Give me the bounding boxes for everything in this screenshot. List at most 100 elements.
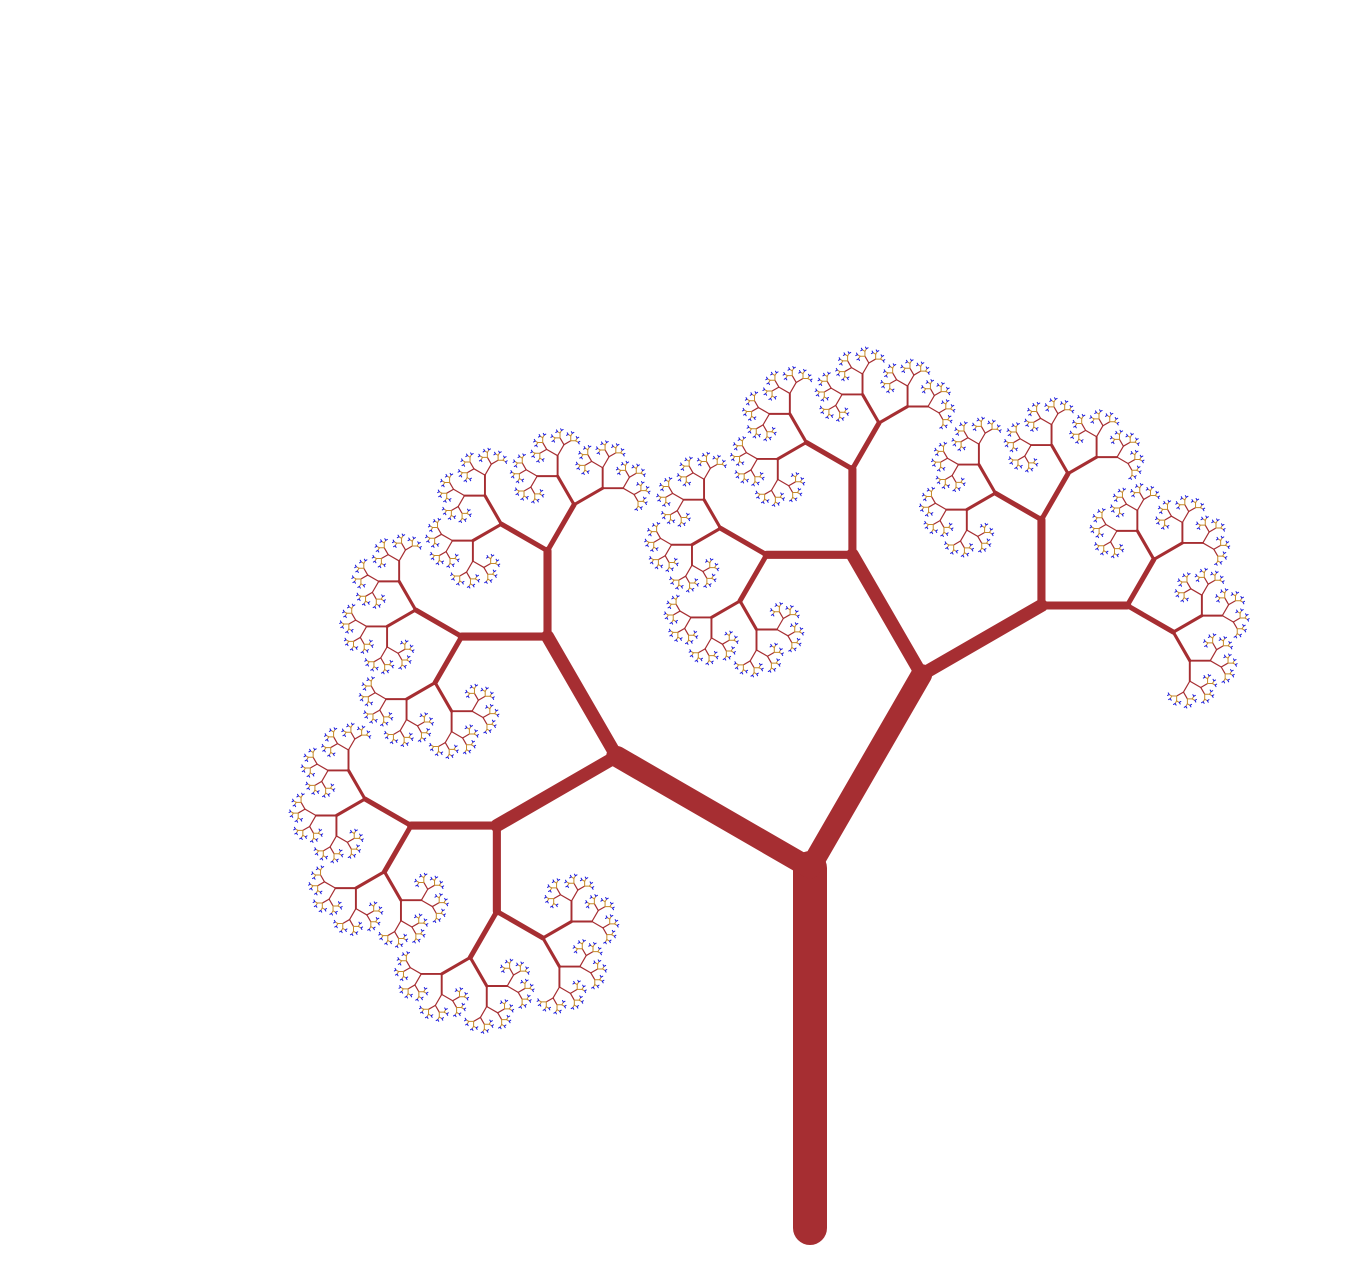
twig <box>360 583 365 586</box>
tree-branch <box>479 1005 488 1019</box>
leaf-twig <box>936 481 940 484</box>
leaf-twig <box>513 465 517 468</box>
leaf-twig <box>1211 519 1214 523</box>
leaf-twig <box>649 556 652 559</box>
leaf-twig <box>987 539 991 542</box>
tree-branch <box>585 951 594 957</box>
twig <box>338 853 343 856</box>
twig <box>402 935 406 939</box>
twig <box>362 648 365 653</box>
twig <box>714 567 718 570</box>
twig <box>730 650 735 654</box>
twig <box>466 455 471 458</box>
leaf-twig <box>766 500 769 503</box>
leaf-twig <box>338 901 342 904</box>
tree-branch <box>602 927 608 936</box>
leaf-twig <box>1216 571 1219 574</box>
twig <box>489 693 493 697</box>
twig <box>766 378 771 381</box>
leaf-twig <box>322 749 325 752</box>
tree-branch <box>849 420 882 472</box>
twig <box>1219 577 1222 581</box>
twig <box>940 383 944 388</box>
twig <box>646 541 650 546</box>
leaf-twig <box>1194 699 1197 703</box>
leaf-twig <box>362 726 366 729</box>
twig <box>332 858 335 862</box>
leaf-twig <box>774 396 777 400</box>
leaf-twig <box>578 980 581 983</box>
leaf-twig <box>361 603 365 606</box>
leaf-twig <box>1202 508 1205 512</box>
twig <box>341 623 345 628</box>
leaf-twig <box>407 951 410 954</box>
leaf-twig <box>961 478 965 481</box>
twig <box>492 573 496 577</box>
twig <box>1112 507 1116 512</box>
leaf-twig <box>702 452 705 456</box>
twig <box>315 848 319 852</box>
tree-branch <box>434 993 443 1006</box>
leaf-twig <box>581 472 584 475</box>
leaf-twig <box>385 722 388 726</box>
tree-branch <box>1121 496 1127 505</box>
leaf-twig <box>1095 547 1098 550</box>
twig <box>502 457 505 461</box>
tree-branch <box>1213 544 1222 550</box>
leaf-twig <box>368 736 371 739</box>
tree-branch <box>1118 503 1127 509</box>
leaf-twig <box>583 939 586 942</box>
leaf-twig <box>1137 466 1141 469</box>
twig <box>1101 550 1105 554</box>
twig <box>663 514 667 518</box>
leaf-twig <box>735 636 738 639</box>
twig <box>1232 659 1235 664</box>
twig <box>1157 519 1161 524</box>
twig <box>1239 600 1244 603</box>
twig <box>437 750 442 754</box>
tree-branch <box>940 457 949 463</box>
tree-branch <box>336 743 350 751</box>
twig <box>589 944 594 948</box>
leaf-twig <box>428 733 431 737</box>
leaf-twig <box>475 684 479 687</box>
twig <box>506 961 511 964</box>
leaf-twig <box>304 759 308 762</box>
tree-branch <box>702 567 711 573</box>
leaf-twig <box>456 583 459 585</box>
twig <box>1070 432 1075 435</box>
leaf-twig <box>1015 448 1018 452</box>
leaf-twig <box>440 893 443 896</box>
twig <box>778 651 783 655</box>
tree-branch <box>382 870 403 902</box>
twig <box>531 451 536 454</box>
tree-branch <box>411 922 420 928</box>
twig <box>945 388 949 393</box>
tree-branch <box>1202 531 1210 544</box>
twig <box>880 358 884 362</box>
twig <box>453 748 458 752</box>
leaf-twig <box>462 1003 466 1006</box>
twig <box>1241 628 1246 631</box>
twig <box>418 915 421 919</box>
leaf-twig <box>797 615 800 619</box>
twig <box>519 456 523 459</box>
twig <box>962 552 965 556</box>
twig <box>1204 640 1209 644</box>
leaf-twig <box>1135 450 1139 453</box>
twig <box>428 1013 432 1017</box>
tree-branch <box>951 474 957 483</box>
tree-branch <box>385 608 418 629</box>
leaf-twig <box>591 986 594 989</box>
leaf-twig <box>946 399 950 402</box>
tree-branch <box>372 709 381 715</box>
twig <box>372 718 377 721</box>
twig <box>474 575 478 580</box>
twig <box>709 559 712 564</box>
leaf-twig <box>538 434 541 437</box>
leaf-twig <box>495 709 499 712</box>
leaf-twig <box>294 832 297 835</box>
tree-branch <box>847 360 853 369</box>
leaf-twig <box>461 581 464 585</box>
twig <box>954 486 957 491</box>
